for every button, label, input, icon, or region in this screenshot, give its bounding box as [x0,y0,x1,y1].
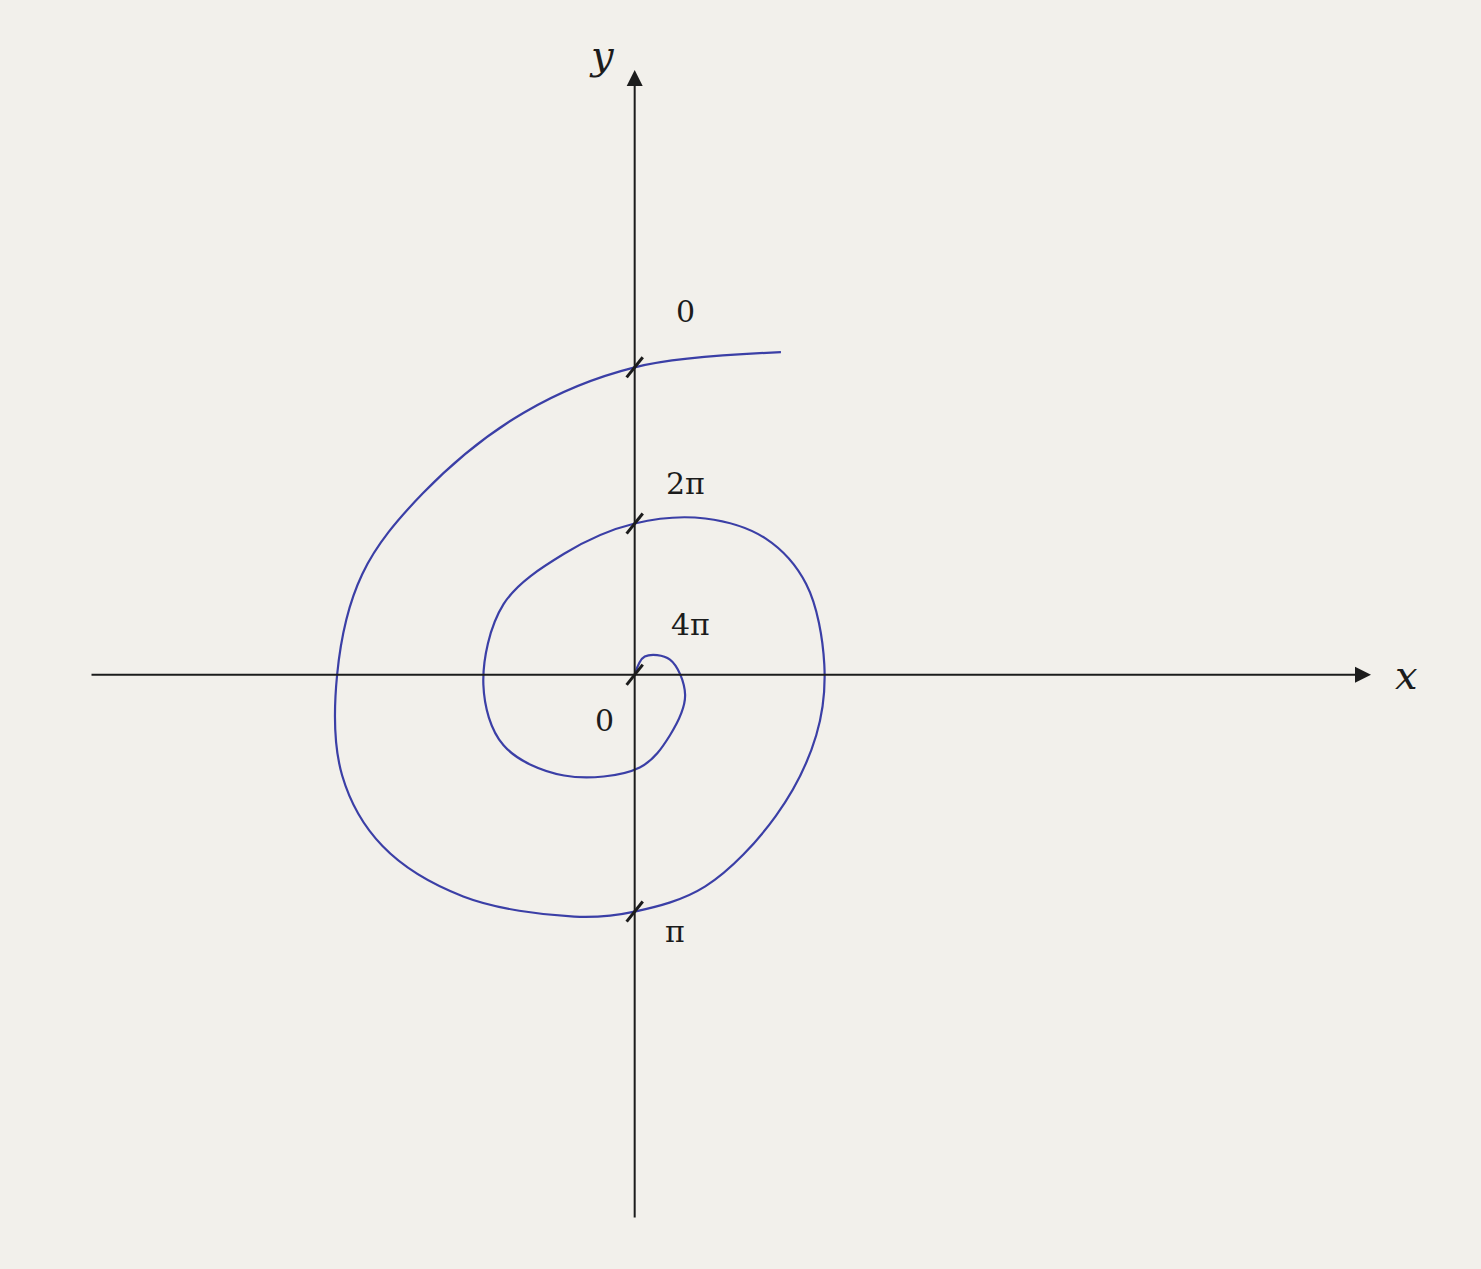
svg-text:2π: 2π [666,466,705,501]
svg-text:x: x [1395,652,1418,698]
svg-text:0: 0 [595,703,614,738]
svg-text:y: y [589,32,615,78]
svg-text:0: 0 [676,294,695,329]
svg-text:π: π [665,914,685,949]
svg-text:4π: 4π [671,607,710,642]
